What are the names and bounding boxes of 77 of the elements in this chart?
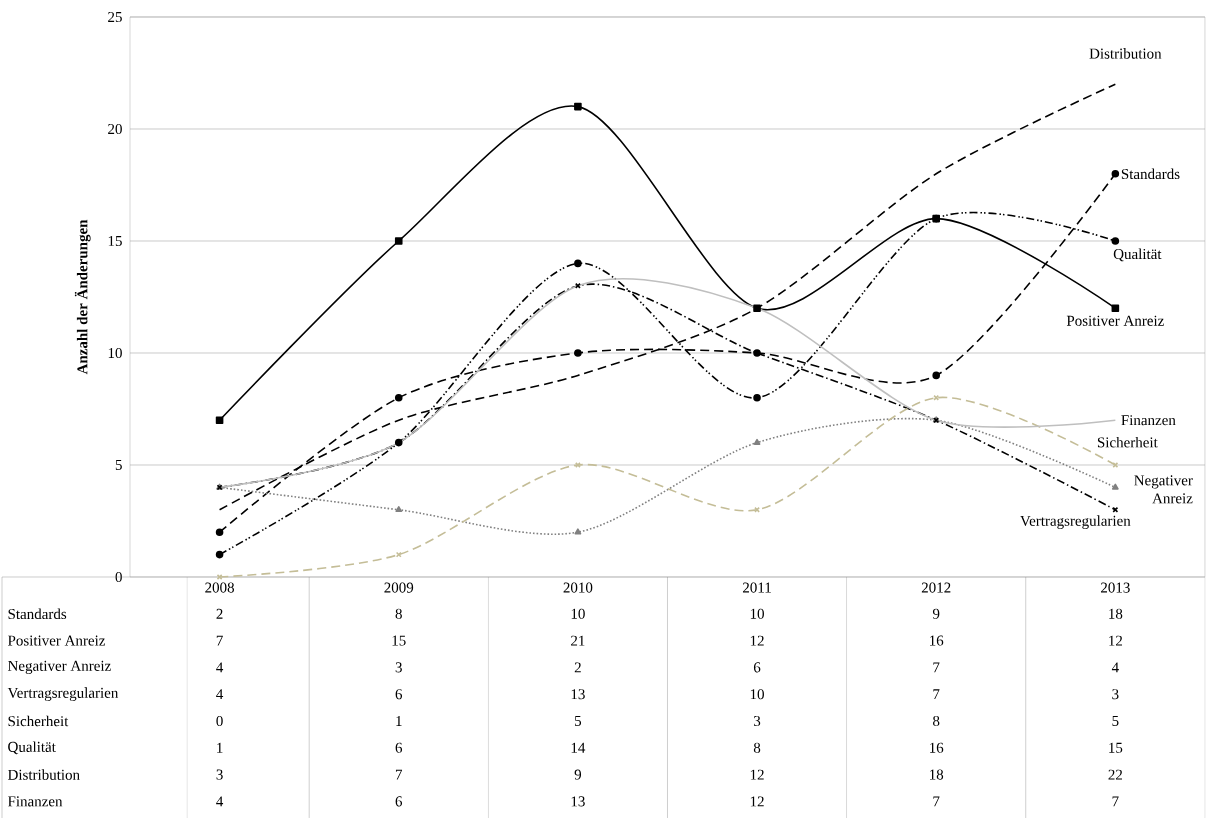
- data-label: 6: [395, 796, 403, 807]
- data-label: 6: [395, 689, 403, 700]
- data-label: 18: [930, 769, 944, 780]
- data-label: 18: [1109, 608, 1123, 619]
- y-tick-label: 0: [115, 571, 122, 583]
- data-label: 1: [217, 742, 223, 753]
- data-label: 12: [750, 769, 764, 780]
- data-label: 6: [395, 742, 403, 753]
- data-label: 9: [932, 608, 940, 619]
- text: Positiver Anreiz: [7, 635, 106, 646]
- data-label: 8: [395, 608, 402, 619]
- data-label: 7: [933, 662, 940, 673]
- text: Distribution: [1089, 48, 1162, 59]
- series-label: Standards: [1121, 168, 1180, 180]
- data-label: 13: [571, 689, 585, 700]
- text: Finanzen: [7, 796, 63, 807]
- series-label: Qualität: [1113, 248, 1162, 262]
- data-label: 2: [216, 608, 223, 619]
- text: Qualität: [8, 741, 56, 755]
- data-label: 7: [216, 635, 223, 646]
- data-label: 16: [930, 635, 944, 646]
- series-label: Positiver Anreiz: [1066, 315, 1164, 326]
- data-label: 12: [1109, 635, 1123, 646]
- data-label: 16: [930, 742, 944, 753]
- data-label: 12: [750, 635, 764, 646]
- series-label: Negativer Anreiz: [1134, 475, 1193, 504]
- series-label: Finanzen: [1121, 415, 1176, 426]
- y-tick-label: 25: [108, 11, 122, 23]
- series-label: Vertragsregularien: [1020, 515, 1131, 529]
- text: Vertragsregularien: [7, 687, 119, 701]
- data-label: 4: [216, 662, 224, 673]
- data-label: 15: [1109, 742, 1123, 753]
- data-label: 5: [575, 716, 582, 726]
- data-label: 2: [574, 662, 581, 673]
- y-tick-label: 20: [108, 123, 122, 135]
- data-label: 21: [571, 635, 585, 646]
- data-label: 5: [1112, 716, 1119, 726]
- y-tick-label: 15: [108, 235, 122, 247]
- x-tick-label: 2011: [742, 582, 771, 593]
- x-tick-label: 2013: [1101, 582, 1130, 593]
- y-axis-title: Anzahl der Änderungen: [74, 219, 91, 375]
- data-label: 7: [933, 796, 940, 807]
- x-tick-label: 2009: [384, 582, 414, 593]
- data-label: 7: [395, 769, 403, 780]
- data-label: 3: [216, 769, 223, 780]
- text: Sicherheit: [8, 715, 69, 727]
- data-label: 12: [750, 796, 764, 807]
- data-label: 8: [933, 715, 940, 727]
- data-label: 6: [753, 662, 761, 673]
- text: Distribution: [7, 769, 80, 780]
- data-label: 8: [753, 742, 761, 753]
- data-label: 22: [1108, 769, 1123, 780]
- series-label: Sicherheit: [1097, 436, 1158, 448]
- data-label: 7: [1112, 796, 1119, 807]
- data-label: 14: [571, 742, 586, 753]
- data-label: 7: [933, 689, 940, 700]
- data-label: 4: [1111, 662, 1119, 673]
- x-tick-label: 2008: [205, 582, 235, 593]
- data-label: 10: [571, 608, 585, 619]
- y-tick-label: 5: [115, 460, 122, 470]
- data-label: 3: [754, 715, 761, 727]
- data-label: 9: [574, 769, 582, 780]
- data-label: 1: [396, 716, 402, 726]
- data-label: 15: [392, 635, 406, 646]
- data-label: 3: [1112, 689, 1119, 700]
- data-label: 4: [216, 796, 224, 807]
- y-tick-label: 10: [108, 347, 122, 359]
- data-label: 0: [216, 715, 223, 727]
- data-label: 4: [216, 689, 224, 700]
- text: Negativer Anreiz: [7, 660, 111, 674]
- x-tick-label: 2010: [563, 582, 593, 593]
- data-label: 10: [750, 689, 764, 700]
- x-tick-label: 2012: [921, 582, 951, 593]
- text: Standards: [8, 608, 67, 620]
- data-label: 10: [750, 608, 764, 619]
- data-label: 13: [571, 796, 585, 807]
- data-label: 3: [395, 662, 402, 673]
